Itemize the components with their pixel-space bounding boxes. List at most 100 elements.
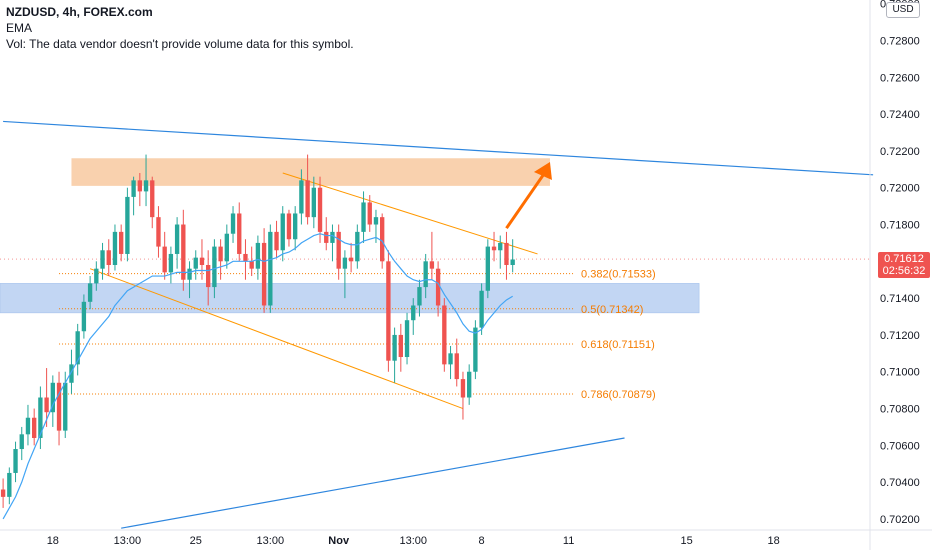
candle-body <box>143 180 149 192</box>
price-tick-label: 0.71000 <box>880 367 920 379</box>
candle <box>460 371 466 420</box>
candle <box>367 195 372 232</box>
candle <box>143 154 149 207</box>
candle <box>299 169 304 225</box>
candle <box>274 220 279 258</box>
candle-body <box>498 242 503 251</box>
candle-body <box>255 242 261 269</box>
candle-body <box>168 253 174 273</box>
candle-body <box>299 180 304 214</box>
candle-body <box>249 261 254 269</box>
currency-label[interactable]: USD <box>886 2 920 18</box>
candle-body <box>268 231 273 306</box>
candle <box>411 298 416 335</box>
candle <box>317 176 323 243</box>
candle-body <box>44 397 49 413</box>
candle <box>442 298 447 372</box>
candle-body <box>491 246 497 251</box>
time-tick-label: 11 <box>563 535 574 547</box>
candle-body <box>485 246 490 291</box>
candle-body <box>373 217 379 225</box>
candle <box>361 191 366 243</box>
candle <box>448 345 453 380</box>
candle <box>156 206 161 258</box>
candle-body <box>392 334 397 361</box>
candle-body <box>305 180 310 218</box>
candle-body <box>398 334 403 358</box>
candle <box>473 320 478 380</box>
price-tick-label: 0.70600 <box>880 440 920 452</box>
candle <box>44 368 49 427</box>
candle <box>348 242 354 273</box>
candle-body <box>174 224 180 254</box>
candle-body <box>181 224 186 280</box>
time-tick-label: Nov <box>328 535 350 547</box>
candle-body <box>187 268 192 280</box>
candle-body <box>56 382 62 431</box>
candle <box>50 375 55 427</box>
candle-body <box>417 287 422 306</box>
candle-body <box>218 246 223 262</box>
breakout-arrow <box>505 173 546 230</box>
candle <box>81 294 87 339</box>
candle-body <box>193 257 198 269</box>
candle <box>137 172 142 207</box>
ema-indicator-label[interactable]: EMA <box>6 21 33 35</box>
channel-upper-line <box>282 172 538 255</box>
candle <box>355 224 360 269</box>
candle-body <box>286 213 292 240</box>
candle-body <box>261 242 267 306</box>
candle <box>56 371 62 446</box>
time-tick-label: 25 <box>190 535 202 547</box>
candle <box>454 338 459 387</box>
candle-body <box>237 213 242 254</box>
candle-body <box>411 305 416 321</box>
price-tick-label: 0.71800 <box>880 220 920 232</box>
price-tick-label: 0.70400 <box>880 477 920 489</box>
candle <box>510 239 515 273</box>
breakout-arrow-head <box>533 161 552 180</box>
candle-body <box>293 213 298 240</box>
candle-body <box>442 305 447 365</box>
candle <box>94 261 99 291</box>
candle-body <box>317 187 323 232</box>
candle-body <box>404 320 410 358</box>
candle <box>491 231 497 262</box>
price-tick-label: 0.72200 <box>880 146 920 158</box>
candle <box>224 224 229 269</box>
candle-body <box>479 290 484 328</box>
candle-body <box>274 231 279 251</box>
last-price: 0.71612 <box>884 253 924 266</box>
candle-body <box>19 434 24 450</box>
candle-body <box>75 331 80 365</box>
candle-body <box>330 231 335 243</box>
candle <box>261 228 267 313</box>
candle <box>150 176 155 229</box>
time-tick-label: 18 <box>47 535 59 547</box>
candle <box>435 261 441 317</box>
candle-body <box>150 180 155 218</box>
candle <box>286 209 292 247</box>
candle-body <box>473 327 478 372</box>
candle-body <box>336 231 341 269</box>
time-tick-label: 13:00 <box>114 535 142 547</box>
price-tick-label: 0.70800 <box>880 404 920 416</box>
candle-body <box>87 283 93 302</box>
candle <box>255 235 261 280</box>
candle-body <box>243 253 248 262</box>
candle-body <box>25 417 31 435</box>
candle <box>386 250 391 372</box>
upper-trendline <box>3 120 874 176</box>
price-tick-label: 0.72600 <box>880 72 920 84</box>
candle <box>479 283 484 335</box>
time-tick-label: 18 <box>768 535 780 547</box>
fib-level-label: 0.618(0.71151) <box>581 339 655 351</box>
chart-legend: NZDUSD, 4h, FOREX.com EMA Vol: The data … <box>6 4 354 52</box>
symbol-title: NZDUSD, 4h, FOREX.com <box>6 5 153 19</box>
candle <box>268 224 273 313</box>
candle <box>106 239 111 277</box>
candle <box>467 364 472 405</box>
candle-body <box>460 379 466 398</box>
candle <box>119 224 124 262</box>
